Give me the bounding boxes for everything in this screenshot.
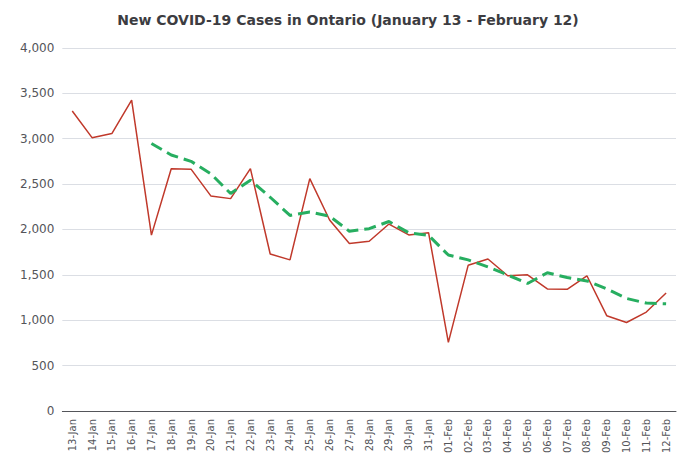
svg-text:03-Feb: 03-Feb [482,419,493,453]
svg-text:15-Jan: 15-Jan [106,419,117,451]
svg-text:09-Feb: 09-Feb [601,419,612,453]
svg-text:30-Jan: 30-Jan [403,419,414,451]
svg-text:3,000: 3,000 [20,132,54,146]
svg-text:0: 0 [47,404,55,418]
svg-text:28-Jan: 28-Jan [364,419,375,451]
svg-text:24-Jan: 24-Jan [284,419,295,451]
svg-text:07-Feb: 07-Feb [562,419,573,453]
svg-text:500: 500 [31,359,54,373]
svg-text:4,000: 4,000 [20,41,54,55]
svg-text:1,500: 1,500 [20,268,54,282]
svg-text:11-Feb: 11-Feb [641,419,652,453]
svg-text:22-Jan: 22-Jan [245,419,256,451]
svg-text:08-Feb: 08-Feb [581,419,592,453]
svg-text:29-Jan: 29-Jan [383,419,394,451]
svg-text:31-Jan: 31-Jan [423,419,434,451]
svg-text:14-Jan: 14-Jan [87,419,98,451]
svg-text:06-Feb: 06-Feb [542,419,553,453]
svg-text:13-Jan: 13-Jan [67,419,78,451]
svg-text:01-Feb: 01-Feb [443,419,454,453]
svg-text:26-Jan: 26-Jan [324,419,335,451]
svg-text:16-Jan: 16-Jan [126,419,137,451]
svg-text:23-Jan: 23-Jan [265,419,276,451]
svg-text:05-Feb: 05-Feb [522,419,533,453]
svg-text:17-Jan: 17-Jan [146,419,157,451]
svg-text:2,000: 2,000 [20,222,54,236]
svg-text:1,000: 1,000 [20,313,54,327]
svg-text:04-Feb: 04-Feb [502,419,513,453]
svg-text:12-Feb: 12-Feb [661,419,672,453]
svg-text:10-Feb: 10-Feb [621,419,632,453]
svg-text:3,500: 3,500 [20,86,54,100]
svg-text:21-Jan: 21-Jan [225,419,236,451]
svg-text:New COVID-19 Cases in Ontario: New COVID-19 Cases in Ontario (January 1… [117,12,579,28]
svg-text:19-Jan: 19-Jan [186,419,197,451]
svg-text:27-Jan: 27-Jan [344,419,355,451]
svg-text:25-Jan: 25-Jan [304,419,315,451]
svg-text:18-Jan: 18-Jan [166,419,177,451]
svg-text:20-Jan: 20-Jan [205,419,216,451]
svg-text:02-Feb: 02-Feb [463,419,474,453]
svg-text:2,500: 2,500 [20,177,54,191]
